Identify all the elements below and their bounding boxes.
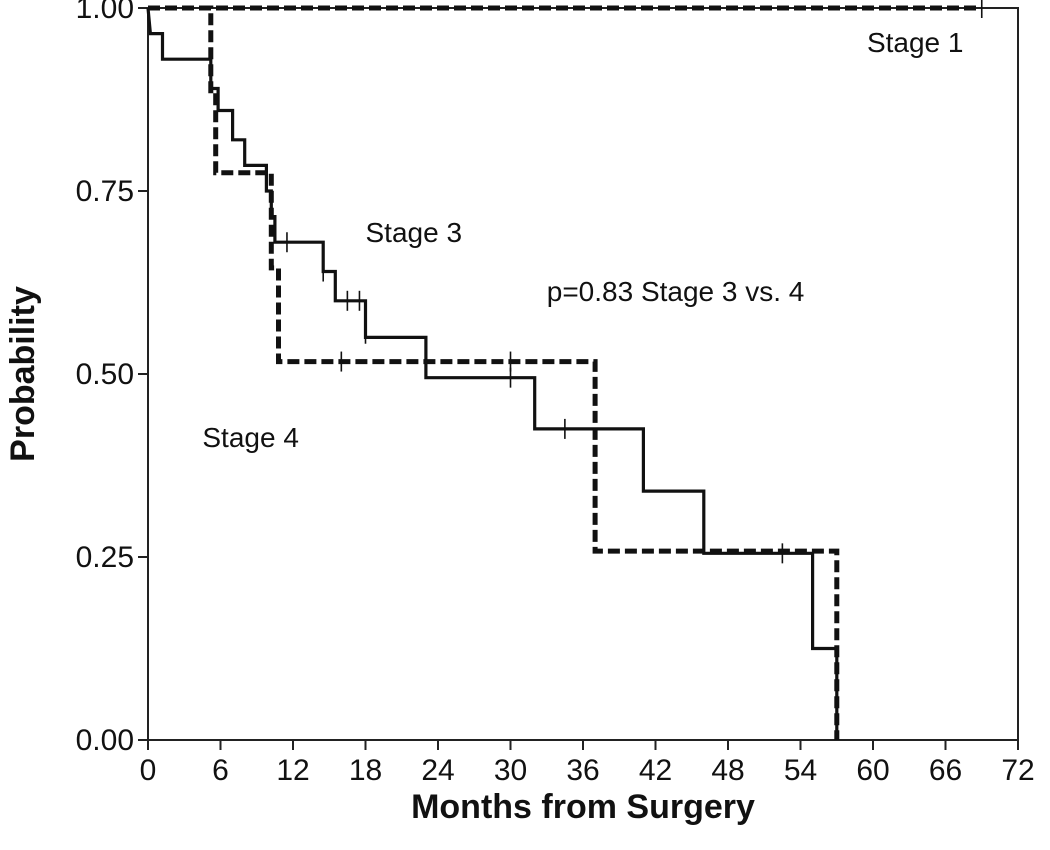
annotation-layer: Stage 1 Stage 3 Stage 4 p=0.83 Stage 3 vs. … (202, 27, 963, 453)
x-tick-label: 36 (566, 754, 599, 787)
plot-frame (147, 7, 1019, 741)
series-1 (146, 7, 839, 740)
y-tick-label: 0.50 (76, 358, 134, 391)
plot-area (147, 7, 1019, 741)
annotation-label: Stage 4 (202, 422, 299, 453)
x-tick-label: 18 (349, 754, 382, 787)
x-tick-label: 54 (784, 754, 817, 787)
x-tick-label: 30 (494, 754, 527, 787)
series-2 (148, 5, 840, 740)
x-tick-label: 0 (140, 754, 157, 787)
x-tick-label: 24 (421, 754, 454, 787)
series-2-line (148, 5, 840, 740)
x-tick-label: 12 (276, 754, 309, 787)
annotation-label: p=0.83 Stage 3 vs. 4 (547, 276, 805, 307)
y-axis-title: Probability (4, 286, 42, 462)
series-0 (148, 0, 983, 18)
x-tick-label: 48 (711, 754, 744, 787)
y-tick-label: 0.25 (76, 541, 134, 574)
y-tick-label: 0.00 (76, 724, 134, 757)
series-1-line (146, 7, 839, 740)
x-tick-label: 72 (1001, 754, 1034, 787)
series-layer (146, 0, 983, 740)
x-tick-label: 42 (639, 754, 672, 787)
y-axis-ticks: 0.00 0.25 0.50 0.75 1.00 (76, 0, 148, 757)
y-tick-label: 1.00 (76, 0, 134, 25)
annotation-label: Stage 3 (366, 217, 463, 248)
y-tick-label: 0.75 (76, 175, 134, 208)
annotation-label: Stage 1 (867, 27, 964, 58)
x-axis-title: Months from Surgery (411, 788, 755, 826)
x-tick-label: 66 (929, 754, 962, 787)
x-axis-ticks: 0 6 12 18 24 30 36 42 48 54 60 66 72 (140, 740, 1035, 787)
x-tick-label: 60 (856, 754, 889, 787)
x-tick-label: 6 (212, 754, 229, 787)
